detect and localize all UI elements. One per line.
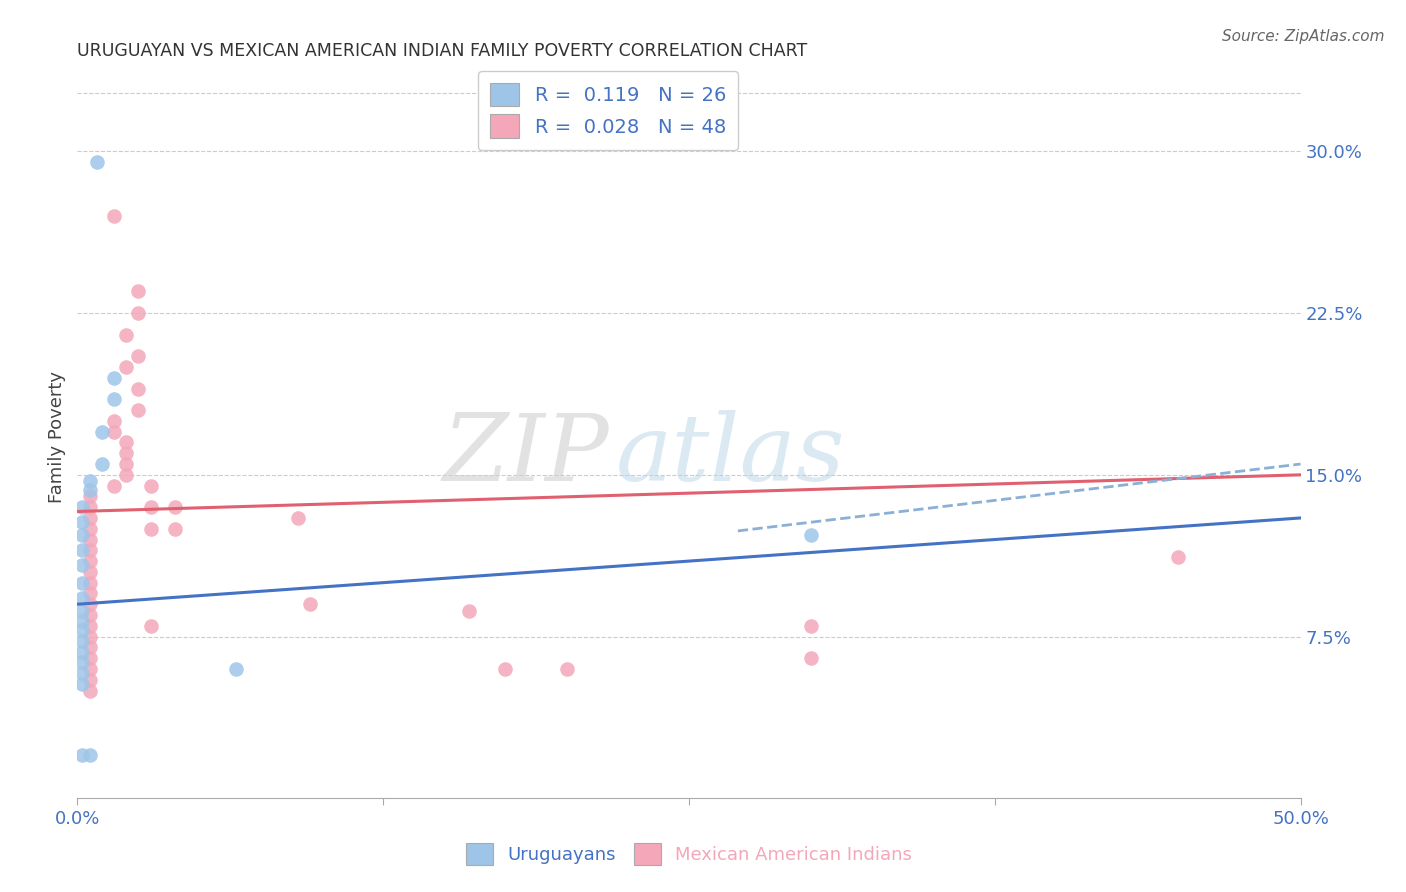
Point <box>79 483 101 497</box>
Point <box>457 604 479 618</box>
Point <box>70 575 93 590</box>
Point <box>79 511 101 525</box>
Point <box>115 457 138 471</box>
Point <box>287 511 309 525</box>
Y-axis label: Family Poverty: Family Poverty <box>48 371 66 503</box>
Point <box>70 748 93 763</box>
Point <box>139 619 162 633</box>
Point <box>79 662 101 676</box>
Point <box>79 489 101 503</box>
Point <box>115 327 138 342</box>
Point <box>86 155 108 169</box>
Point <box>79 500 101 515</box>
Point <box>79 619 101 633</box>
Point <box>79 575 101 590</box>
Point <box>103 371 125 385</box>
Point <box>127 349 149 363</box>
Point <box>70 615 93 629</box>
Point <box>70 633 93 648</box>
Point <box>495 662 517 676</box>
Point <box>225 662 247 676</box>
Point <box>139 522 162 536</box>
Point <box>165 522 187 536</box>
Point <box>115 467 138 482</box>
Point <box>103 478 125 492</box>
Point <box>79 597 101 611</box>
Point <box>127 403 149 417</box>
Point <box>70 528 93 542</box>
Point <box>70 666 93 681</box>
Point <box>115 435 138 450</box>
Text: atlas: atlas <box>616 410 845 500</box>
Point <box>90 425 112 439</box>
Point <box>70 677 93 691</box>
Point <box>79 565 101 579</box>
Point <box>79 651 101 665</box>
Point <box>79 683 101 698</box>
Point <box>103 425 125 439</box>
Point <box>115 359 138 374</box>
Point <box>139 500 162 515</box>
Point <box>79 630 101 644</box>
Point <box>70 623 93 637</box>
Point <box>79 554 101 568</box>
Point <box>127 306 149 320</box>
Text: Source: ZipAtlas.com: Source: ZipAtlas.com <box>1222 29 1385 45</box>
Point <box>70 543 93 558</box>
Point <box>90 457 112 471</box>
Point <box>800 528 823 542</box>
Point <box>79 522 101 536</box>
Point <box>79 748 101 763</box>
Point <box>127 285 149 299</box>
Point <box>127 382 149 396</box>
Point <box>79 533 101 547</box>
Point <box>298 597 321 611</box>
Point <box>103 209 125 223</box>
Text: ZIP: ZIP <box>443 410 609 500</box>
Point <box>70 558 93 573</box>
Point <box>800 619 823 633</box>
Point <box>79 640 101 655</box>
Point <box>79 607 101 622</box>
Text: URUGUAYAN VS MEXICAN AMERICAN INDIAN FAMILY POVERTY CORRELATION CHART: URUGUAYAN VS MEXICAN AMERICAN INDIAN FAM… <box>77 43 807 61</box>
Point <box>70 516 93 530</box>
Point <box>79 673 101 687</box>
Point <box>1167 549 1189 564</box>
Legend: Uruguayans, Mexican American Indians: Uruguayans, Mexican American Indians <box>458 836 920 872</box>
Point <box>139 478 162 492</box>
Point <box>165 500 187 515</box>
Point <box>70 604 93 618</box>
Point <box>555 662 578 676</box>
Point <box>70 656 93 670</box>
Point <box>70 591 93 605</box>
Point <box>800 651 823 665</box>
Point <box>79 475 101 489</box>
Point <box>70 645 93 659</box>
Point <box>103 392 125 407</box>
Point <box>103 414 125 428</box>
Point <box>70 500 93 515</box>
Point <box>79 543 101 558</box>
Point <box>79 586 101 600</box>
Point <box>115 446 138 460</box>
